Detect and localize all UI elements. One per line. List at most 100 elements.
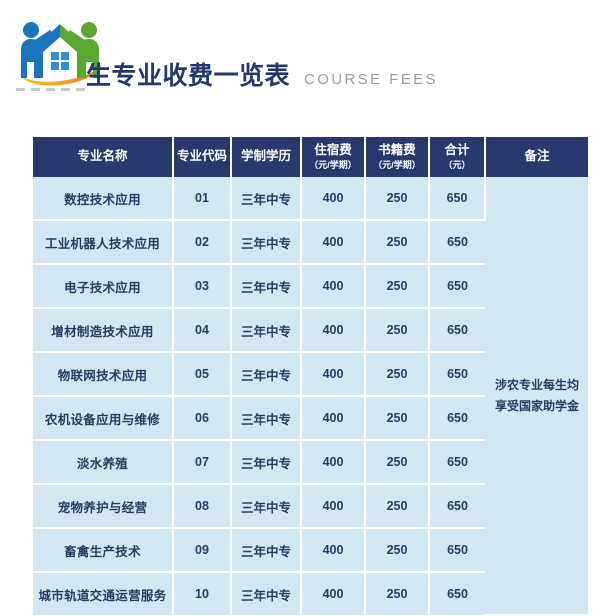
cell-major: 城市轨道交通运营服务 — [33, 572, 174, 615]
table-body: 数控技术应用 01 三年中专 400 250 650 涉农专业每生均 享受国家助… — [33, 177, 588, 616]
page-title-row: 生专业收费一览表 COURSE FEES — [86, 64, 438, 89]
cell-dormitory-fee: 400 — [301, 264, 366, 309]
cell-system: 三年中专 — [231, 440, 302, 485]
column-header-system-label: 学制学历 — [240, 149, 291, 164]
cell-code: 10 — [173, 572, 232, 615]
column-header-remark-label: 备注 — [524, 149, 550, 164]
column-header-book-fee-unit: （元/学期） — [373, 159, 421, 170]
column-header-book-fee-label: 书籍费 — [378, 143, 416, 158]
column-header-dormitory-fee-label: 住宿费 — [314, 143, 352, 158]
school-logo — [12, 8, 108, 94]
column-header-remark: 备注 — [485, 137, 588, 177]
cell-code: 04 — [173, 308, 232, 353]
column-header-book-fee: 书籍费 （元/学期） — [365, 137, 430, 177]
table-row: 淡水养殖 07 三年中专 400 250 650 — [33, 440, 588, 485]
cell-total: 650 — [429, 528, 485, 573]
cell-book-fee: 250 — [365, 572, 430, 615]
cell-dormitory-fee: 400 — [301, 177, 366, 221]
column-header-system: 学制学历 — [231, 137, 302, 177]
cell-code: 08 — [173, 484, 232, 529]
cell-book-fee: 250 — [365, 220, 430, 265]
cell-code: 07 — [173, 440, 232, 485]
cell-major: 宠物养护与经营 — [33, 484, 174, 529]
cell-major: 畜禽生产技术 — [33, 528, 174, 573]
column-header-major: 专业名称 — [33, 137, 174, 177]
cell-code: 01 — [173, 177, 232, 221]
cell-code: 06 — [173, 396, 232, 441]
fees-table-container: 专业名称 专业代码 学制学历 住宿费 （元/学期） 书籍费 （元/学期） 合计 — [33, 137, 588, 616]
cell-book-fee: 250 — [365, 440, 430, 485]
page-title: 生专业收费一览表 — [86, 62, 291, 90]
column-header-dormitory-fee: 住宿费 （元/学期） — [301, 137, 366, 177]
remark-line-2: 享受国家助学金 — [494, 398, 579, 413]
column-header-total-unit: （元） — [443, 159, 471, 170]
column-header-code: 专业代码 — [173, 137, 232, 177]
column-header-total-label: 合计 — [444, 143, 470, 158]
cell-major: 淡水养殖 — [33, 440, 174, 485]
cell-system: 三年中专 — [231, 572, 302, 615]
cell-book-fee: 250 — [365, 177, 430, 221]
table-row: 增材制造技术应用 04 三年中专 400 250 650 — [33, 308, 588, 353]
cell-major: 电子技术应用 — [33, 264, 174, 309]
cell-major: 工业机器人技术应用 — [33, 220, 174, 265]
cell-total: 650 — [429, 484, 485, 529]
cell-dormitory-fee: 400 — [301, 308, 366, 353]
cell-book-fee: 250 — [365, 484, 430, 529]
column-header-total: 合计 （元） — [429, 137, 486, 177]
cell-remark-merged: 涉农专业每生均 享受国家助学金 — [485, 177, 588, 616]
cell-total: 650 — [429, 396, 485, 441]
page-subtitle: COURSE FEES — [304, 71, 438, 88]
table-row: 物联网技术应用 05 三年中专 400 250 650 — [33, 352, 588, 397]
cell-book-fee: 250 — [365, 528, 430, 573]
cell-book-fee: 250 — [365, 396, 430, 441]
table-row: 电子技术应用 03 三年中专 400 250 650 — [33, 264, 588, 309]
table-row: 畜禽生产技术 09 三年中专 400 250 650 — [33, 528, 588, 573]
cell-major: 物联网技术应用 — [33, 352, 174, 397]
table-row: 宠物养护与经营 08 三年中专 400 250 650 — [33, 484, 588, 529]
cell-book-fee: 250 — [365, 352, 430, 397]
cell-dormitory-fee: 400 — [301, 220, 366, 265]
cell-system: 三年中专 — [231, 352, 302, 397]
cell-dormitory-fee: 400 — [301, 440, 366, 485]
cell-code: 02 — [173, 220, 232, 265]
cell-system: 三年中专 — [231, 220, 302, 265]
table-row: 农机设备应用与维修 06 三年中专 400 250 650 — [33, 396, 588, 441]
cell-total: 650 — [429, 572, 485, 615]
cell-system: 三年中专 — [231, 264, 302, 309]
cell-system: 三年中专 — [231, 177, 302, 221]
cell-total: 650 — [429, 177, 486, 221]
cell-book-fee: 250 — [365, 308, 430, 353]
table-row: 工业机器人技术应用 02 三年中专 400 250 650 — [33, 220, 588, 265]
cell-dormitory-fee: 400 — [301, 396, 366, 441]
cell-system: 三年中专 — [231, 308, 302, 353]
cell-total: 650 — [429, 440, 485, 485]
table-header: 专业名称 专业代码 学制学历 住宿费 （元/学期） 书籍费 （元/学期） 合计 — [33, 137, 588, 177]
cell-major: 数控技术应用 — [33, 177, 174, 221]
table-row: 数控技术应用 01 三年中专 400 250 650 涉农专业每生均 享受国家助… — [33, 177, 588, 616]
cell-code: 09 — [173, 528, 232, 573]
cell-major: 增材制造技术应用 — [33, 308, 174, 353]
logo-baseline-decoration — [16, 88, 90, 91]
cell-system: 三年中专 — [231, 484, 302, 529]
cell-dormitory-fee: 400 — [301, 484, 366, 529]
course-fees-table: 专业名称 专业代码 学制学历 住宿费 （元/学期） 书籍费 （元/学期） 合计 — [33, 137, 588, 616]
cell-dormitory-fee: 400 — [301, 572, 366, 615]
cell-system: 三年中专 — [231, 528, 302, 573]
cell-major: 农机设备应用与维修 — [33, 396, 174, 441]
cell-total: 650 — [429, 308, 485, 353]
cell-code: 05 — [173, 352, 232, 397]
cell-total: 650 — [429, 352, 485, 397]
cell-book-fee: 250 — [365, 264, 430, 309]
column-header-code-label: 专业代码 — [176, 149, 227, 164]
column-header-dormitory-fee-unit: （元/学期） — [309, 159, 357, 170]
cell-code: 03 — [173, 264, 232, 309]
house-people-logo-icon — [18, 22, 102, 86]
cell-dormitory-fee: 400 — [301, 352, 366, 397]
table-header-row: 专业名称 专业代码 学制学历 住宿费 （元/学期） 书籍费 （元/学期） 合计 — [33, 137, 588, 177]
column-header-major-label: 专业名称 — [77, 149, 128, 164]
cell-system: 三年中专 — [231, 396, 302, 441]
cell-total: 650 — [429, 264, 485, 309]
cell-total: 650 — [429, 220, 485, 265]
page-banner: 生专业收费一览表 COURSE FEES — [0, 0, 605, 110]
cell-dormitory-fee: 400 — [301, 528, 366, 573]
